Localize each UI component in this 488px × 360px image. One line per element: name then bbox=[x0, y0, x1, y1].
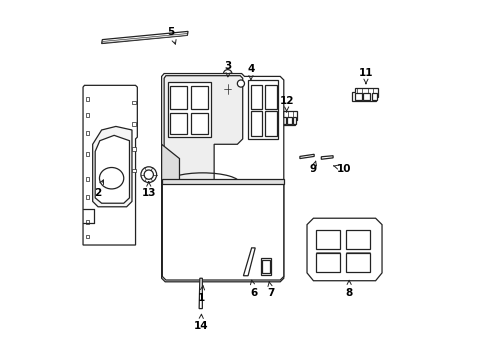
Text: 4: 4 bbox=[247, 64, 254, 80]
Bar bbox=[260, 257, 271, 275]
Circle shape bbox=[244, 82, 257, 94]
Bar bbox=[354, 93, 361, 100]
Polygon shape bbox=[162, 144, 179, 184]
Text: 3: 3 bbox=[224, 61, 232, 77]
Bar bbox=[85, 195, 89, 199]
Polygon shape bbox=[162, 179, 283, 184]
Bar bbox=[281, 117, 285, 123]
Circle shape bbox=[237, 80, 244, 87]
Bar bbox=[250, 111, 262, 136]
Bar bbox=[286, 117, 291, 123]
Text: 9: 9 bbox=[309, 161, 316, 174]
Bar bbox=[132, 101, 135, 104]
Bar bbox=[250, 85, 262, 109]
Polygon shape bbox=[102, 33, 187, 43]
Polygon shape bbox=[95, 135, 129, 203]
Bar bbox=[85, 220, 89, 224]
Circle shape bbox=[141, 167, 156, 183]
Bar bbox=[85, 235, 89, 238]
Circle shape bbox=[248, 85, 253, 90]
Polygon shape bbox=[199, 278, 202, 309]
Bar bbox=[262, 260, 269, 273]
Bar bbox=[85, 97, 89, 101]
Text: 1: 1 bbox=[198, 285, 205, 303]
Polygon shape bbox=[164, 76, 242, 184]
Polygon shape bbox=[277, 111, 297, 125]
Text: 10: 10 bbox=[333, 163, 350, 174]
Bar bbox=[292, 117, 295, 123]
Polygon shape bbox=[321, 156, 332, 159]
Bar bbox=[222, 74, 233, 79]
Bar bbox=[363, 93, 369, 100]
Bar bbox=[345, 230, 369, 249]
Ellipse shape bbox=[99, 167, 123, 189]
Polygon shape bbox=[83, 85, 137, 245]
Bar bbox=[167, 82, 210, 137]
Bar bbox=[85, 113, 89, 117]
Bar bbox=[345, 253, 369, 272]
Bar bbox=[170, 86, 187, 109]
Bar bbox=[224, 79, 231, 94]
Bar bbox=[85, 177, 89, 181]
Text: 5: 5 bbox=[167, 27, 176, 44]
Bar bbox=[132, 147, 135, 151]
Bar bbox=[190, 86, 207, 109]
Bar bbox=[170, 113, 187, 134]
Text: 8: 8 bbox=[345, 280, 352, 297]
Circle shape bbox=[144, 170, 153, 179]
Bar bbox=[190, 113, 207, 134]
Text: 11: 11 bbox=[358, 68, 372, 84]
Polygon shape bbox=[243, 248, 255, 276]
Text: 13: 13 bbox=[141, 182, 156, 198]
Bar bbox=[85, 131, 89, 135]
Bar bbox=[247, 80, 278, 139]
Bar bbox=[264, 85, 276, 109]
Text: 2: 2 bbox=[94, 180, 103, 198]
Text: 12: 12 bbox=[279, 96, 293, 112]
Polygon shape bbox=[93, 126, 132, 207]
Bar bbox=[315, 230, 340, 249]
Polygon shape bbox=[162, 184, 283, 280]
Text: 14: 14 bbox=[193, 314, 208, 331]
Polygon shape bbox=[102, 31, 188, 44]
Circle shape bbox=[223, 69, 231, 78]
Bar bbox=[85, 153, 89, 156]
Polygon shape bbox=[299, 154, 313, 158]
Text: 6: 6 bbox=[250, 280, 257, 297]
Polygon shape bbox=[351, 88, 378, 102]
Bar bbox=[264, 111, 276, 136]
Polygon shape bbox=[162, 73, 283, 282]
Bar bbox=[371, 93, 376, 100]
Polygon shape bbox=[306, 218, 381, 281]
Text: 7: 7 bbox=[267, 282, 274, 297]
Bar bbox=[132, 122, 135, 126]
Bar bbox=[132, 168, 135, 172]
Bar bbox=[315, 253, 340, 272]
